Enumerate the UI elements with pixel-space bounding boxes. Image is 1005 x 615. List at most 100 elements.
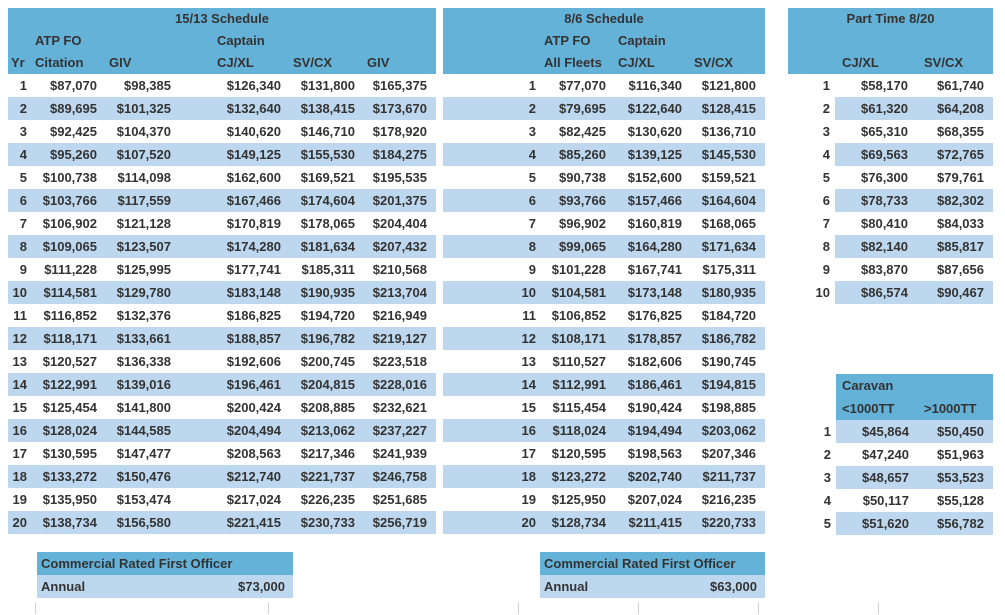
year-cell: 7	[822, 216, 830, 231]
pay-cell: $50,117	[862, 493, 909, 508]
year-cell: 12	[521, 331, 536, 346]
pay-cell: $184,275	[372, 147, 427, 162]
pay-cell: $84,033	[937, 216, 984, 231]
pay-cell: $125,995	[116, 262, 171, 277]
pay-cell: $184,720	[701, 308, 756, 323]
year-cell: 20	[12, 515, 27, 530]
pay-cell: $117,559	[117, 193, 171, 208]
pay-cell: $204,494	[226, 423, 281, 438]
pay-cell: $121,800	[701, 78, 756, 93]
pay-cell: $116,852	[43, 308, 97, 323]
spacer-cell	[180, 258, 214, 281]
pay-cell: $241,939	[372, 446, 427, 461]
column-header-cjxl: CJ/XL	[842, 55, 879, 70]
year-cell: 9	[822, 262, 830, 277]
table-row: 1 $45,864 $50,450	[788, 420, 993, 443]
table-row: 18 $133,272 $150,476 $212,740 $221,737 $246,7…	[8, 465, 436, 488]
pay-cell: $123,272	[551, 469, 606, 484]
schedule-15-13-group-row: ATP FO Captain	[8, 30, 436, 52]
year-cell: 20	[521, 515, 536, 530]
annual-value: $63,000	[710, 579, 757, 594]
gridline	[268, 603, 269, 614]
table-row: 7 $106,902 $121,128 $170,819 $178,065 $204,40…	[8, 212, 436, 235]
pay-cell: $51,963	[937, 447, 984, 462]
part-time-body: 1 $58,170 $61,740 2 $61,320 $64,208 3 $65,310 $6…	[788, 74, 993, 304]
gridline	[878, 603, 879, 614]
spacer-cell	[180, 212, 214, 235]
spacer-cell	[180, 488, 214, 511]
pay-cell: $82,425	[559, 124, 606, 139]
pay-cell: $196,461	[226, 377, 281, 392]
table-row: 7 $96,902 $160,819 $168,065	[443, 212, 765, 235]
year-cell: 10	[12, 285, 27, 300]
table-row: 2 $89,695 $101,325 $132,640 $138,415 $173,670	[8, 97, 436, 120]
pay-cell: $126,340	[226, 78, 281, 93]
pay-cell: $256,719	[372, 515, 427, 530]
year-cell: 17	[12, 446, 27, 461]
pay-cell: $136,710	[701, 124, 756, 139]
pay-cell: $132,640	[226, 101, 281, 116]
table-row: 6 $78,733 $82,302	[788, 189, 993, 212]
pay-cell: $139,016	[116, 377, 171, 392]
pay-cell: $164,280	[627, 239, 682, 254]
pay-cell: $228,016	[372, 377, 427, 392]
year-cell: 5	[528, 170, 536, 185]
pay-cell: $223,518	[372, 354, 427, 369]
pay-cell: $246,758	[372, 469, 427, 484]
table-row: 12 $118,171 $133,661 $188,857 $196,782 $219,1…	[8, 327, 436, 350]
year-cell: 9	[528, 262, 536, 277]
table-row: 4 $95,260 $107,520 $149,125 $155,530 $184,275	[8, 143, 436, 166]
pay-cell: $85,260	[559, 147, 606, 162]
pay-cell: $99,065	[559, 239, 606, 254]
group-label-captain: Captain	[618, 33, 666, 48]
year-cell: 2	[822, 101, 830, 116]
part-time-header-spacer-row	[788, 30, 993, 52]
pay-cell: $77,070	[559, 78, 606, 93]
pay-cell: $82,140	[835, 235, 917, 258]
pay-cell: $170,819	[226, 216, 281, 231]
pay-cell: $194,815	[701, 377, 756, 392]
column-header-lt-1000tt: <1000TT	[842, 401, 895, 416]
year-cell: 8	[822, 239, 830, 254]
table-row: 10 $86,574 $90,467	[788, 281, 993, 304]
table-row: 5 $51,620 $56,782	[788, 512, 993, 535]
spacer-cell	[180, 166, 214, 189]
table-row: 8 $82,140 $85,817	[788, 235, 993, 258]
year-cell: 13	[12, 354, 27, 369]
pay-cell: $104,581	[551, 285, 606, 300]
pay-cell: $181,634	[300, 239, 355, 254]
year-cell: 8	[19, 239, 27, 254]
pay-cell: $221,737	[300, 469, 355, 484]
pay-cell: $150,476	[116, 469, 171, 484]
pay-cell: $123,507	[116, 239, 171, 254]
pay-cell: $164,604	[701, 193, 756, 208]
table-row: 9 $83,870 $87,656	[788, 258, 993, 281]
year-cell: 4	[19, 147, 27, 162]
spacer-cell	[180, 442, 214, 465]
column-header-cjxl: CJ/XL	[217, 55, 254, 70]
pay-cell: $93,766	[559, 193, 606, 208]
annual-label: Annual	[41, 579, 86, 594]
pay-cell: $211,737	[702, 469, 756, 484]
pay-cell: $188,857	[226, 331, 281, 346]
spacer-cell	[443, 120, 513, 143]
pay-cell: $216,949	[372, 308, 427, 323]
table-row: 11 $106,852 $176,825 $184,720	[443, 304, 765, 327]
year-cell: 15	[12, 400, 27, 415]
pay-cell: $165,375	[372, 78, 427, 93]
pay-cell: $208,885	[300, 400, 355, 415]
pay-cell: $200,745	[300, 354, 355, 369]
pay-cell: $185,311	[301, 262, 355, 277]
pay-cell: $121,128	[116, 216, 171, 231]
pay-cell: $147,477	[116, 446, 171, 461]
pay-cell: $47,240	[862, 447, 909, 462]
pay-cell: $221,415	[226, 515, 281, 530]
pay-cell: $211,415	[628, 515, 682, 530]
year-cell: 1	[822, 78, 830, 93]
year-cell: 2	[823, 447, 831, 462]
schedule-8-6-header: 8/6 Schedule ATP FO Captain All Fleets C…	[443, 8, 765, 74]
schedule-15-13-header: 15/13 Schedule ATP FO Captain Yr Citatio…	[8, 8, 436, 74]
pay-cell: $175,311	[702, 262, 756, 277]
column-header-svcx: SV/CX	[694, 55, 734, 70]
